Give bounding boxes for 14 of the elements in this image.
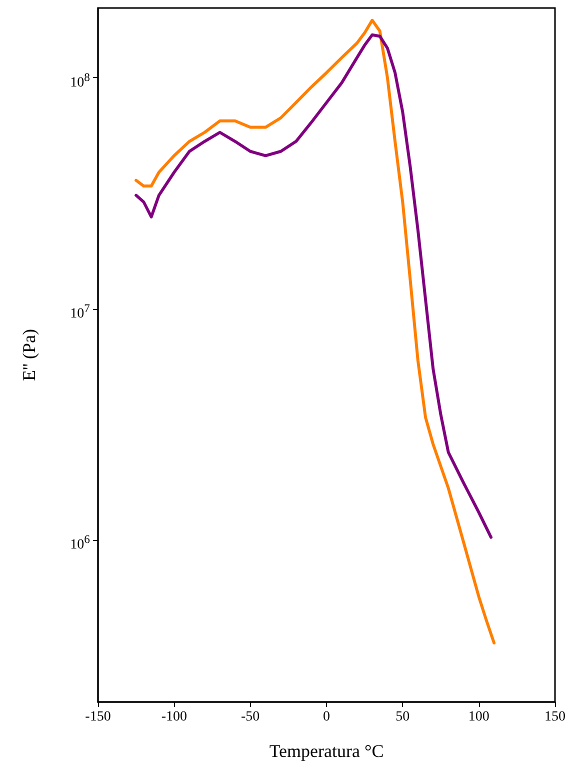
x-tick-label: 100 [468,710,490,724]
x-tick-label: -50 [240,710,260,724]
y-tick-label: 10$^{6}$ [70,532,90,555]
x-tick-label: -150 [85,710,111,724]
y-axis-title: E'' (Pa) [19,329,39,381]
y-tick-label: 10$^{8}$ [70,70,90,92]
line-series [134,33,493,539]
x-tick-label: 50 [396,710,410,724]
x-tick-label: -100 [161,710,188,724]
line-series [134,18,496,644]
x-tick-label: 0 [323,710,330,724]
y-tick-label: 10$^{7}$ [70,300,90,324]
x-tick-label: 150 [544,710,566,724]
x-axis-title: Temperatura °C [269,741,384,761]
